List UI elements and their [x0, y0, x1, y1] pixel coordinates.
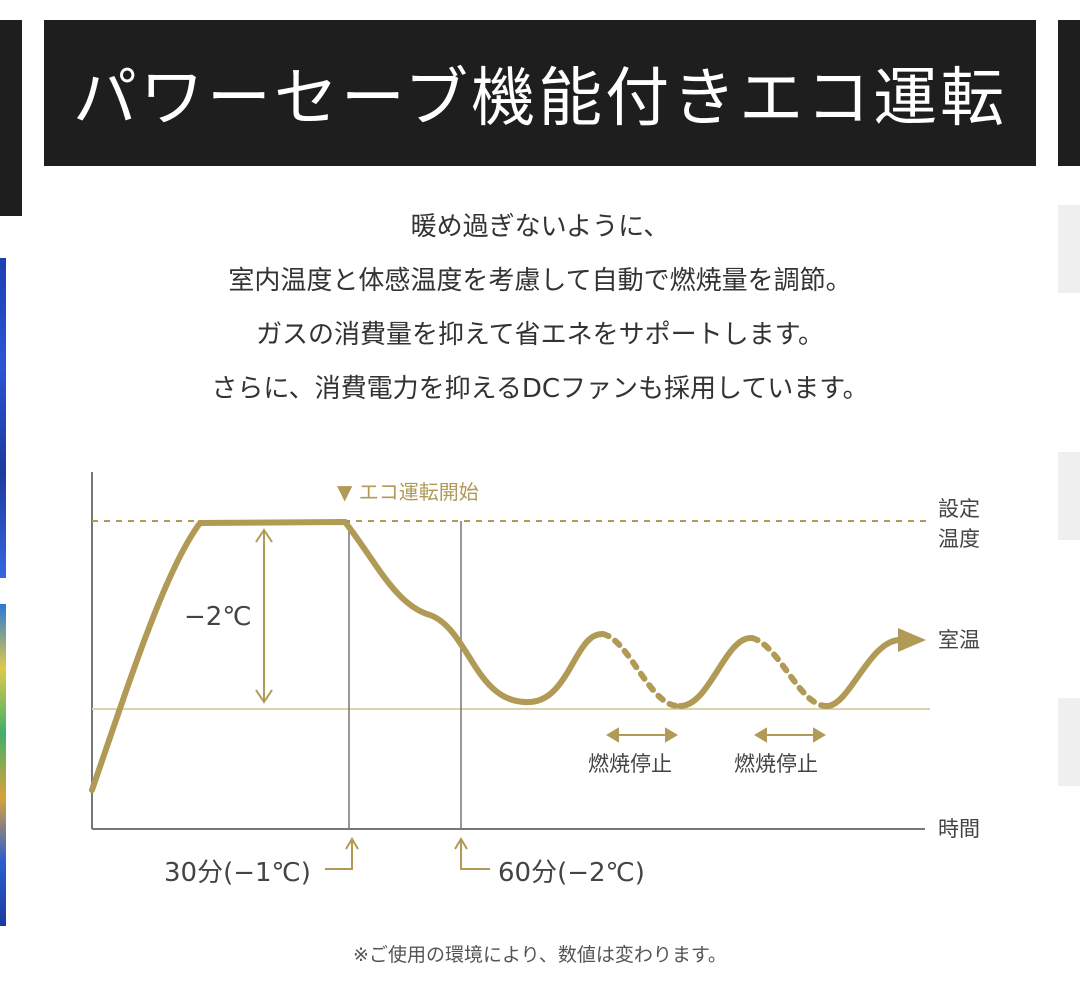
room-temp-arrowhead	[898, 628, 926, 652]
stop-arrow-2	[754, 727, 826, 743]
combustion-stop-label-2: 燃焼停止	[734, 752, 818, 776]
marker-30-arrow	[325, 837, 359, 870]
set-temp-label-2: 温度	[938, 527, 980, 551]
stop-arrow-1	[606, 727, 678, 743]
delta-arrow	[255, 528, 273, 704]
right-panel-card-3	[1058, 698, 1080, 786]
delta-label: −2℃	[184, 602, 252, 632]
set-temp-label-1: 設定	[938, 497, 980, 521]
right-panel-card-1	[1058, 205, 1080, 293]
room-temp-label: 室温	[938, 628, 980, 652]
description-line: 暖め過ぎないように、	[410, 212, 670, 242]
left-panel-image-top	[0, 258, 6, 578]
title-banner: パワーセーブ機能付きエコ運転	[44, 20, 1036, 166]
left-panel-image-bottom	[0, 604, 6, 926]
description: 暖め過ぎないように、 室内温度と体感温度を考慮して自動で燃焼量を調節。 ガスの消…	[44, 200, 1036, 416]
footnote: ※ご使用の環境により、数値は変わります。	[353, 944, 727, 966]
page-title: パワーセーブ機能付きエコ運転	[72, 62, 1008, 136]
right-panel-banner	[1058, 20, 1080, 166]
marker-60-arrow	[454, 837, 490, 870]
temperature-curve	[89, 518, 903, 793]
marker-30-label: 30分(−1℃)	[164, 858, 311, 888]
left-panel-banner	[0, 20, 22, 216]
description-line: 室内温度と体感温度を考慮して自動で燃焼量を調節。	[228, 266, 852, 296]
marker-60-label: 60分(−2℃)	[498, 858, 645, 888]
combustion-stop-label-1: 燃焼停止	[588, 752, 672, 776]
time-axis-label: 時間	[938, 817, 980, 841]
description-line: ガスの消費量を抑えて省エネをサポートします。	[255, 320, 825, 350]
right-panel-card-2	[1058, 452, 1080, 540]
eco-start-label: ▼ エコ運転開始	[337, 480, 479, 504]
description-line: さらに、消費電力を抑えるDCファンも採用しています。	[211, 374, 869, 404]
